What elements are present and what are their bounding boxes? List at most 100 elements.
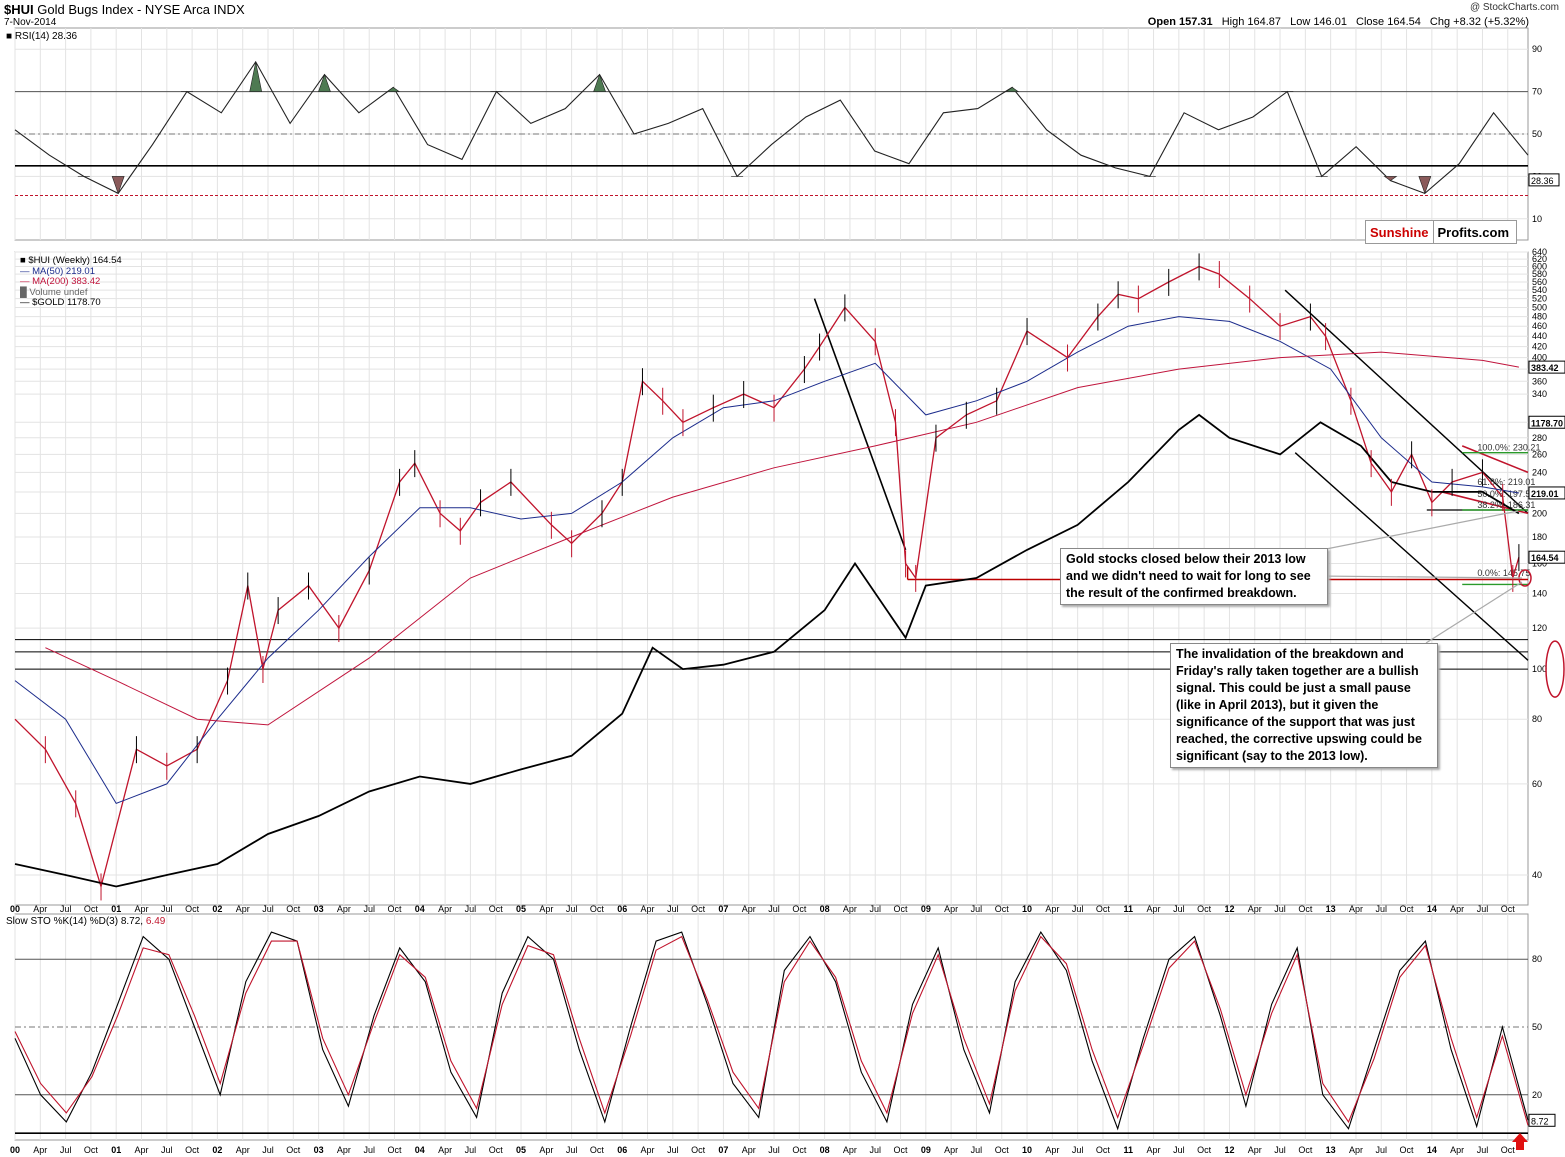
price-y-tick: 640: [1532, 247, 1547, 257]
x-tick-label: Jul: [971, 904, 983, 914]
x-tick-label: Oct: [792, 904, 807, 914]
close-value: Close 164.54: [1356, 16, 1421, 28]
x-tick-label: 02: [212, 904, 222, 914]
x-tick-label-bottom: Jul: [869, 1145, 881, 1155]
x-tick-label: 05: [516, 904, 526, 914]
fib-label: 61.8%: 219.01: [1477, 477, 1535, 487]
x-tick-label: 03: [314, 904, 324, 914]
x-tick-label-bottom: 01: [111, 1145, 121, 1155]
x-tick-label-bottom: Oct: [691, 1145, 706, 1155]
x-tick-label: Apr: [134, 904, 148, 914]
x-tick-label: Oct: [388, 904, 403, 914]
x-tick-label: Oct: [489, 904, 504, 914]
x-tick-label-bottom: Oct: [792, 1145, 807, 1155]
x-tick-label: Jul: [60, 904, 72, 914]
x-tick-label: Apr: [641, 904, 655, 914]
pointer-invalidation: [1425, 581, 1523, 644]
price-y-tick: 420: [1532, 342, 1547, 352]
last-box-ma50: [1528, 486, 1565, 500]
legend-ma200: — MA(200) 383.42: [20, 276, 101, 287]
x-tick-label-bottom: 13: [1326, 1145, 1336, 1155]
price-y-tick: 540: [1532, 285, 1547, 295]
pointer-breakdown-2: [1315, 575, 1523, 579]
x-tick-label: Jul: [262, 904, 274, 914]
price-legend: ■ $HUI (Weekly) 164.54 — MA(50) 219.01 —…: [20, 255, 122, 309]
x-tick-label: 06: [617, 904, 627, 914]
x-tick-label: Jul: [566, 904, 578, 914]
fib-label: 100.0%: 230.21: [1477, 443, 1540, 453]
legend-hui: ■ $HUI (Weekly) 164.54: [20, 255, 122, 266]
x-tick-label-bottom: 00: [10, 1145, 20, 1155]
x-tick-label-bottom: Apr: [1349, 1145, 1363, 1155]
price-y-tick: 600: [1532, 262, 1547, 272]
x-tick-label: Apr: [1450, 904, 1464, 914]
x-tick-label-bottom: Apr: [236, 1145, 250, 1155]
last-value-ma50: 219.01: [1531, 489, 1559, 499]
rsi-overbought-fill: [386, 86, 401, 92]
breakdown-annotation: Gold stocks closed below their 2013 low …: [1060, 548, 1328, 605]
pointer-breakdown: [1315, 510, 1519, 552]
x-tick-label: Apr: [33, 904, 47, 914]
x-tick-label: Oct: [995, 904, 1010, 914]
price-y-tick: 480: [1532, 312, 1547, 322]
x-tick-label-bottom: 11: [1123, 1145, 1133, 1155]
x-tick-label: Apr: [843, 904, 857, 914]
legend-ma50-text: MA(50) 219.01: [32, 265, 95, 277]
triangle-upper: [1461, 445, 1529, 474]
x-tick-label: Apr: [1248, 904, 1262, 914]
x-tick-label: Apr: [742, 904, 756, 914]
high-value: High 164.87: [1221, 16, 1282, 28]
x-tick-label-bottom: Jul: [1477, 1145, 1489, 1155]
x-tick-label: Apr: [438, 904, 452, 914]
x-tick-label-bottom: Jul: [566, 1145, 578, 1155]
x-tick-label: 10: [1022, 904, 1032, 914]
sto-y-tick: 20: [1532, 1090, 1542, 1100]
x-tick-label: Oct: [185, 904, 200, 914]
x-tick-label-bottom: 12: [1224, 1145, 1234, 1155]
x-tick-label: Oct: [286, 904, 301, 914]
price-y-tick: 240: [1532, 467, 1547, 477]
x-tick-label-bottom: Jul: [1375, 1145, 1387, 1155]
rsi-label-text: RSI(14) 28.36: [14, 31, 78, 42]
x-tick-label-bottom: 07: [718, 1145, 728, 1155]
rsi-overbought-fill: [318, 73, 331, 92]
sto-last-value: 8.72: [1531, 1116, 1549, 1126]
x-tick-label: Apr: [1147, 904, 1161, 914]
x-tick-label-bottom: 14: [1427, 1145, 1437, 1155]
x-tick-label-bottom: Apr: [1248, 1145, 1262, 1155]
fib-label: 50.0%: 197.53: [1477, 489, 1535, 499]
price-y-tick: 80: [1532, 714, 1542, 724]
price-y-tick: 200: [1532, 508, 1547, 518]
x-tick-label-bottom: Apr: [33, 1145, 47, 1155]
rsi-oversold-fill: [111, 176, 125, 195]
price-y-tick: 620: [1532, 254, 1547, 264]
x-tick-label: Apr: [1349, 904, 1363, 914]
x-tick-label: Jul: [869, 904, 881, 914]
price-y-tick: 460: [1532, 321, 1547, 331]
x-tick-label-bottom: Jul: [262, 1145, 274, 1155]
legend-gold-text: $GOLD 1178.70: [32, 297, 101, 308]
x-tick-label-bottom: 06: [617, 1145, 627, 1155]
rsi-label: ■ RSI(14) 28.36: [6, 31, 78, 42]
x-tick-label-bottom: Oct: [1197, 1145, 1212, 1155]
chart-date: 7-Nov-2014: [4, 17, 57, 28]
x-tick-label: Oct: [1501, 904, 1516, 914]
logo-sunshine: Sunshine: [1370, 224, 1429, 240]
ohlc-readout: Open 157.31 High 164.87 Low 146.01 Close…: [1148, 16, 1529, 28]
x-tick-label: Jul: [768, 904, 780, 914]
change-value: Chg +8.32 (+5.32%): [1429, 16, 1529, 28]
x-tick-label: Apr: [236, 904, 250, 914]
x-tick-label-bottom: Apr: [641, 1145, 655, 1155]
x-tick-label-bottom: Apr: [1147, 1145, 1161, 1155]
x-tick-label-bottom: 04: [415, 1145, 425, 1155]
price-y-tick: 180: [1532, 532, 1547, 542]
price-y-tick: 560: [1532, 277, 1547, 287]
open-value: Open 157.31: [1147, 16, 1213, 28]
price-y-tick: 440: [1532, 331, 1547, 341]
low-value: Low 146.01: [1290, 16, 1347, 28]
credit: @ StockCharts.com: [1469, 2, 1559, 13]
x-tick-label-bottom: Apr: [843, 1145, 857, 1155]
x-tick-label-bottom: Oct: [489, 1145, 504, 1155]
price-y-tick: 500: [1532, 302, 1547, 312]
x-tick-label: Apr: [337, 904, 351, 914]
